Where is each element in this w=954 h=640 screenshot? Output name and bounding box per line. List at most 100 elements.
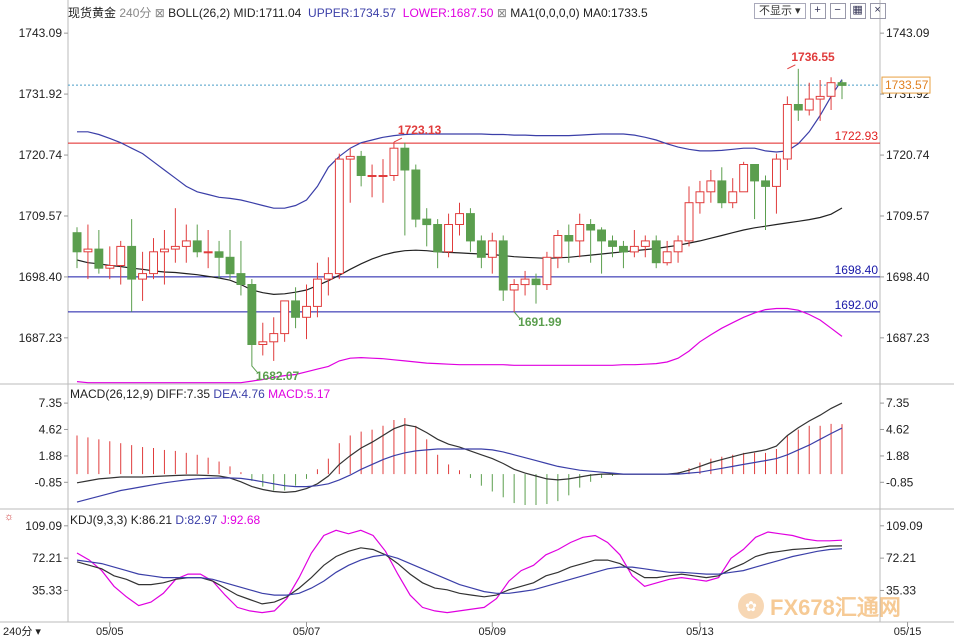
candle-up — [149, 251, 159, 275]
macd-tick-label-right: 7.35 — [886, 396, 910, 410]
level-label: 1722.93 — [835, 129, 879, 143]
candle-down — [94, 248, 104, 269]
boll-mid-value: MID:1711.04 — [233, 6, 302, 20]
period-selector-label: 240分 — [3, 626, 33, 638]
ma-toggle-icon[interactable]: ⊠ — [496, 6, 507, 20]
candle-up — [553, 235, 563, 258]
price-tick-label-left: 1731.92 — [19, 87, 63, 101]
candle-up — [258, 341, 268, 345]
date-label: 05/07 — [293, 626, 321, 638]
candle-up — [772, 158, 781, 187]
candle-down — [837, 82, 847, 86]
candle-down — [564, 235, 574, 242]
period-selector[interactable]: 240分 ▾ — [3, 623, 41, 639]
price-panel: 1722.93 1698.40 1692.00 1723.13 1736.55 1682.… — [68, 50, 880, 384]
candle-up — [302, 305, 312, 318]
candle-up — [695, 191, 705, 204]
candle-up — [181, 240, 191, 247]
period-selector-arrow-icon: ▾ — [35, 626, 41, 638]
candle-down — [127, 245, 137, 280]
close-icon[interactable]: × — [869, 3, 886, 19]
candle-up — [455, 213, 465, 226]
settings-icon[interactable]: ☼ — [4, 511, 15, 523]
candle-up — [575, 224, 585, 242]
zoom-out-icon[interactable]: − — [829, 3, 846, 19]
annotation-pointer — [513, 311, 521, 320]
macd-tick-label-left: 1.88 — [39, 449, 63, 463]
display-select[interactable]: 不显示 ▾ — [754, 3, 806, 19]
annotation-pointer — [393, 137, 403, 143]
macd-tick-label-left: 4.62 — [39, 422, 63, 436]
candle-up — [269, 333, 279, 343]
candle-down — [411, 169, 421, 220]
candle-down — [422, 218, 432, 226]
candle-down — [531, 278, 541, 286]
kdj-tick-label-right: 35.33 — [886, 583, 916, 597]
main-header: 现货黄金 240分 ⊠ BOLL(26,2) MID:1711.04 UPPER… — [68, 4, 648, 21]
period-label[interactable]: 240分 — [119, 6, 152, 20]
kdj-d-line — [76, 548, 843, 596]
candle-down — [793, 104, 803, 111]
price-tick-label-right: 1709.57 — [886, 209, 930, 223]
candle-up — [280, 300, 290, 335]
candle-up — [334, 158, 344, 275]
macd-tick-label-right: 1.88 — [886, 449, 910, 463]
candle-up — [706, 180, 716, 193]
watermark-text: FX678汇通网 — [770, 595, 901, 620]
macd-diff-line — [76, 402, 843, 494]
price-tick-label-left: 1709.57 — [19, 209, 63, 223]
zoom-in-icon[interactable]: + — [809, 3, 826, 19]
boll-upper-line — [77, 79, 843, 209]
candle-up — [520, 278, 530, 286]
macd-tick-label-left: 7.35 — [39, 396, 63, 410]
candle-down — [761, 180, 770, 187]
watermark-logo: ✿ — [738, 593, 764, 619]
kdj-header: KDJ(9,3,3) K:86.21 D:82.97 J:92.68 — [70, 513, 260, 527]
candle-up — [378, 175, 388, 177]
candle-down — [247, 284, 257, 345]
candle-down — [750, 164, 759, 182]
candle-up — [673, 240, 683, 253]
candle-down — [619, 245, 628, 253]
candle-up — [487, 240, 497, 258]
macd-tick-label-right: 4.62 — [886, 422, 910, 436]
kdj-tick-label-left: 35.33 — [32, 583, 62, 597]
boll-lower-value: LOWER:1687.50 — [402, 6, 494, 20]
candle-up — [105, 265, 115, 269]
candle-down — [236, 273, 246, 286]
candle-up — [160, 248, 169, 253]
candle-up — [815, 95, 825, 100]
candle-down — [192, 240, 202, 253]
candle-up — [444, 224, 454, 253]
candle-up — [83, 248, 93, 253]
current-price-box — [881, 76, 931, 94]
current-price-label: 1733.57 — [885, 78, 929, 92]
annotation-label: 1736.55 — [791, 50, 835, 64]
grid-icon[interactable]: ▦ — [849, 3, 866, 19]
candle-down — [717, 180, 727, 204]
candle-up — [345, 155, 355, 160]
price-tick-label-left: 1698.40 — [19, 270, 63, 284]
candle-down — [214, 251, 224, 258]
kdj-tick-label-right: 109.09 — [886, 519, 923, 533]
level-label: 1698.40 — [835, 263, 879, 277]
candle-down — [476, 240, 486, 258]
candle-down — [597, 229, 606, 242]
dropdown-icon[interactable]: ⊠ — [154, 6, 165, 20]
candle-up — [629, 245, 639, 253]
candle-down — [466, 213, 475, 242]
macd-dea-value: DEA:4.76 — [213, 387, 265, 401]
candle-up — [826, 82, 836, 97]
kdj-name: KDJ(9,3,3) — [70, 513, 128, 527]
macd-header: MACD(26,12,9) DIFF:7.35 DEA:4.76 MACD:5.… — [70, 387, 330, 401]
kdj-j-line — [76, 529, 843, 614]
annotation-pointer — [787, 64, 796, 70]
symbol-label: 现货黄金 — [68, 6, 117, 20]
candle-up — [509, 284, 519, 291]
annotation-label: 1723.13 — [398, 123, 442, 137]
kdj-tick-label-right: 72.21 — [886, 551, 916, 565]
kdj-panel — [76, 529, 843, 614]
kdj-tick-label-left: 109.09 — [25, 519, 62, 533]
candle-up — [170, 245, 180, 250]
